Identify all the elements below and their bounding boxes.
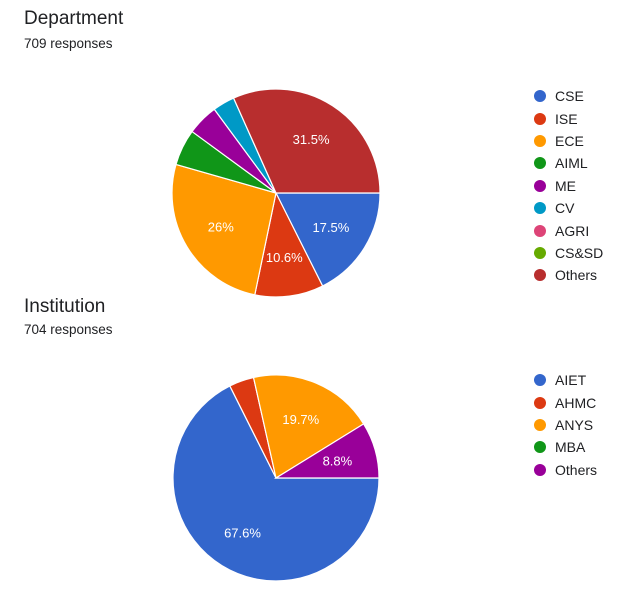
- legend-label: ECE: [555, 132, 584, 149]
- legend-swatch: [534, 202, 546, 215]
- pie-slice-ece: [171, 163, 277, 296]
- chart-title: Institution: [24, 296, 106, 317]
- legend-item: ME: [534, 175, 603, 197]
- department-chart: Department 709 responses 17.5% 10.6% 26% 31…: [24, 8, 603, 298]
- legend-label: AIML: [555, 155, 588, 172]
- legend-item: Others: [534, 459, 597, 481]
- institution-legend: AIET AHMC ANYS MBA Others: [534, 369, 597, 481]
- legend-swatch: [534, 157, 546, 170]
- chart-subtitle: 704 responses: [24, 322, 113, 337]
- chart-title: Department: [24, 8, 124, 29]
- legend-item: AIET: [534, 369, 597, 391]
- slice-label: 17.5%: [312, 220, 349, 235]
- legend-label: ANYS: [555, 416, 594, 433]
- legend-item: ANYS: [534, 414, 597, 436]
- legend-swatch: [534, 269, 546, 282]
- legend-item: AHMC: [534, 391, 597, 413]
- department-pie: 17.5% 10.6% 26% 31.5%: [171, 88, 381, 298]
- legend-label: ISE: [555, 110, 578, 127]
- legend-label: CV: [555, 200, 575, 217]
- pie-slice-cse: [275, 192, 381, 287]
- slice-label: 10.6%: [266, 250, 303, 265]
- legend-label: AIET: [555, 372, 587, 389]
- institution-pie: 67.6% 19.7% 8.8%: [172, 374, 380, 582]
- legend-swatch: [534, 246, 546, 259]
- chart-subtitle: 709 responses: [24, 36, 113, 51]
- legend-label: Others: [555, 267, 598, 284]
- legend-swatch: [534, 396, 546, 409]
- legend-item: ISE: [534, 107, 603, 129]
- legend-item: Others: [534, 264, 603, 286]
- legend-item: ECE: [534, 130, 603, 152]
- pie-slice-aiet: [172, 385, 380, 582]
- legend-swatch: [534, 374, 546, 387]
- pie-slice-others: [273, 423, 380, 479]
- slice-label: 19.7%: [282, 412, 319, 427]
- pie-slice-anys: [252, 374, 365, 479]
- legend-swatch: [534, 134, 546, 147]
- legend-swatch: [534, 112, 546, 125]
- slice-label: 31.5%: [293, 132, 330, 147]
- slice-label: 8.8%: [323, 454, 353, 469]
- legend-item: AIML: [534, 152, 603, 174]
- legend-swatch: [534, 224, 546, 237]
- pie-slice-ise: [254, 191, 324, 298]
- legend-label: AHMC: [555, 394, 597, 411]
- slice-label: 26%: [208, 219, 234, 234]
- legend-item: MBA: [534, 436, 597, 458]
- department-legend: CSE ISE ECE AIML ME CV AGRI CS&SD Others: [534, 85, 603, 287]
- slice-label: 67.6%: [224, 525, 261, 540]
- legend-item: AGRI: [534, 219, 603, 241]
- legend-swatch: [534, 418, 546, 431]
- legend-label: CS&SD: [555, 244, 604, 261]
- legend-swatch: [534, 441, 546, 454]
- legend-label: Others: [555, 461, 598, 478]
- legend-swatch: [534, 463, 546, 476]
- legend-label: AGRI: [555, 222, 590, 239]
- legend-label: CSE: [555, 88, 584, 105]
- legend-swatch: [534, 90, 546, 103]
- pie-slice-others: [232, 88, 381, 194]
- institution-chart: Institution 704 responses 67.6% 19.7% 8.8%…: [0, 294, 632, 600]
- legend-item: CSE: [534, 85, 603, 107]
- legend-item: CV: [534, 197, 603, 219]
- legend-label: MBA: [555, 439, 586, 456]
- legend-label: ME: [555, 177, 576, 194]
- legend-item: CS&SD: [534, 242, 603, 264]
- legend-swatch: [534, 179, 546, 192]
